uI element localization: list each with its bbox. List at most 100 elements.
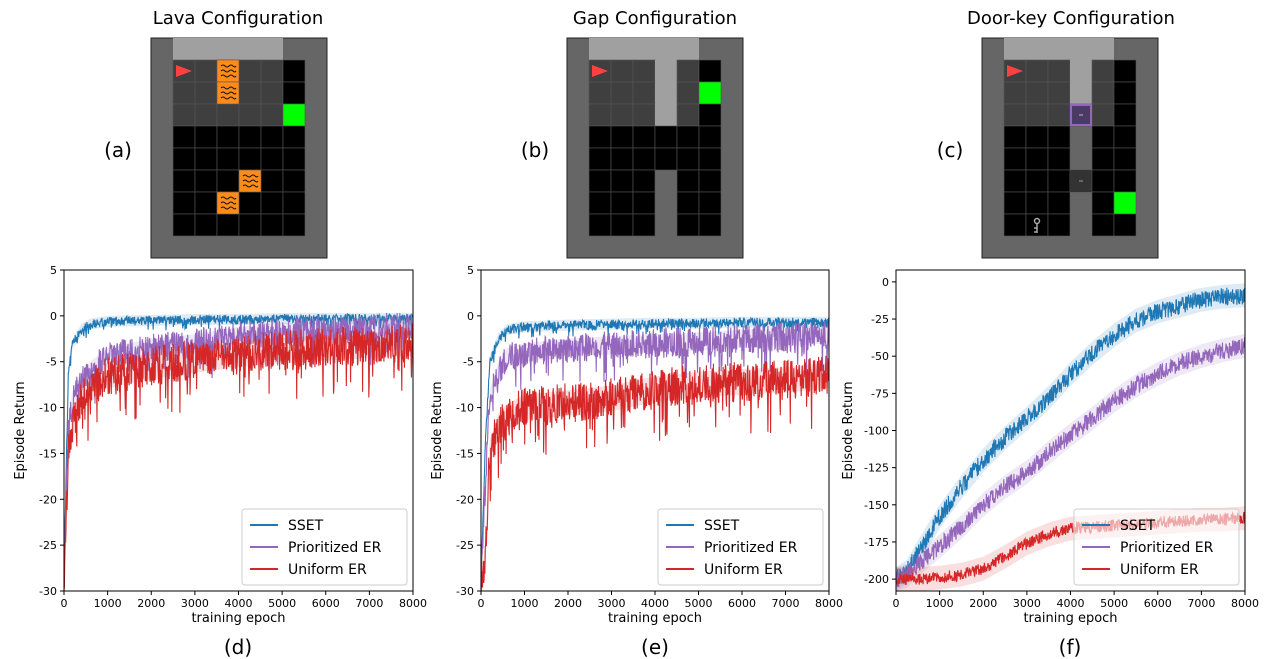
lava-wave-icon	[220, 196, 237, 200]
grid-cell	[238, 191, 262, 215]
y-tick-label: 0	[882, 276, 889, 289]
grid-cell	[1091, 81, 1115, 105]
grid-cell	[1113, 59, 1137, 83]
legend-entry: SSET	[288, 518, 324, 534]
grid-cell	[588, 191, 612, 215]
grid-cell	[1025, 125, 1049, 149]
y-tick-label: -200	[864, 573, 889, 586]
chart-label-f: (f)	[1059, 635, 1082, 659]
grid-cell	[1026, 38, 1048, 60]
y-tick-label: -10	[456, 402, 474, 415]
grid-cell	[588, 169, 612, 193]
legend-entry: Prioritized ER	[1120, 540, 1214, 556]
grid-cell	[1003, 147, 1027, 171]
grid-cell	[676, 125, 700, 149]
agent-triangle-icon	[592, 65, 608, 77]
y-tick-label: -5	[46, 356, 57, 369]
grid-cell	[655, 60, 677, 82]
y-tick-label: -10	[39, 402, 57, 415]
legend-box	[1073, 508, 1240, 586]
grid-cell	[1113, 103, 1137, 127]
x-tick-label: 5000	[268, 597, 296, 610]
grid-cell	[1047, 103, 1071, 127]
y-tick-label: -25	[871, 313, 889, 326]
grid-cell	[1091, 125, 1115, 149]
y-tick-label: -30	[456, 585, 474, 598]
grid-cell	[260, 213, 284, 237]
panel-label-a: (a)	[104, 138, 132, 162]
grid-cell	[610, 81, 634, 105]
x-tick-label: 3000	[181, 597, 209, 610]
grid-cell	[1047, 59, 1071, 83]
grid-cell	[1070, 60, 1092, 82]
lava-wave-icon	[220, 96, 237, 100]
x-tick-label: 0	[61, 597, 68, 610]
grid-cell	[632, 59, 656, 83]
grid-cell	[282, 125, 306, 149]
grid-cell	[698, 103, 722, 127]
grid-cell	[654, 125, 678, 149]
grid-cell	[633, 38, 655, 60]
series-line-uniform-er	[63, 323, 414, 592]
grid-cell	[610, 59, 634, 83]
y-tick-label: -15	[39, 447, 57, 460]
grid-cell	[610, 125, 634, 149]
grid-cell	[588, 147, 612, 171]
grid-cell	[611, 38, 633, 60]
grid-cell	[194, 125, 218, 149]
grid-cell	[260, 191, 284, 215]
grid-cell	[677, 38, 699, 60]
series-line-sset	[895, 287, 1246, 588]
grid-cell	[172, 147, 196, 171]
series-band-prioritized-er	[896, 333, 1245, 591]
grid-cell	[1048, 38, 1070, 60]
x-tick-label: 2000	[137, 597, 165, 610]
grid-cell	[172, 103, 196, 127]
grid-cell	[1047, 125, 1071, 149]
x-tick-label: 7000	[772, 597, 800, 610]
grid-cell	[260, 147, 284, 171]
grid-cell	[698, 169, 722, 193]
grid-cell	[1091, 169, 1115, 193]
grid-cell	[698, 59, 722, 83]
agent-triangle-icon	[176, 65, 192, 77]
x-tick-label: 6000	[728, 597, 756, 610]
lava-wave-icon	[242, 174, 259, 178]
grid-cell	[1091, 59, 1115, 83]
grid-cell	[260, 125, 284, 149]
grid-cell	[1025, 103, 1049, 127]
y-tick-label: -50	[871, 350, 889, 363]
x-tick-label: 7000	[355, 597, 383, 610]
grid-cell	[1003, 169, 1027, 193]
grid-cell	[194, 103, 218, 127]
lava-wave-icon	[220, 206, 237, 210]
grid-cell	[632, 147, 656, 171]
grid-cell	[260, 103, 284, 127]
grid-cell	[172, 81, 196, 105]
x-tick-label: 5000	[685, 597, 713, 610]
grid-cell	[282, 213, 306, 237]
legend-entry: Uniform ER	[1120, 562, 1199, 578]
grid-cell	[238, 147, 262, 171]
grid-cell	[1113, 169, 1137, 193]
x-tick-label: 1000	[926, 597, 954, 610]
series-band-uniform-er	[64, 330, 413, 591]
lava-wave-icon	[220, 74, 237, 78]
grid-cell	[676, 191, 700, 215]
doorkey-environment-grid	[981, 37, 1159, 259]
lava-wave-icon	[220, 86, 237, 90]
grid-cell	[1113, 125, 1137, 149]
chart-gap-returns: 0 1000 2000 3000 4000 5000 6000 7000 8000 5 0 -5 -10…	[430, 264, 843, 626]
x-tick-label: 0	[893, 597, 900, 610]
legend-entry: Prioritized ER	[288, 540, 382, 556]
grid-cell	[610, 169, 634, 193]
y-axis-label: Episode Return	[841, 381, 856, 479]
grid-cell	[1003, 213, 1027, 237]
grid-cell	[216, 213, 240, 237]
x-tick-label: 0	[478, 597, 485, 610]
legend-entry: Uniform ER	[288, 562, 367, 578]
lava-wave-icon	[220, 201, 237, 205]
grid-cell	[1025, 147, 1049, 171]
grid-cell	[217, 38, 239, 60]
